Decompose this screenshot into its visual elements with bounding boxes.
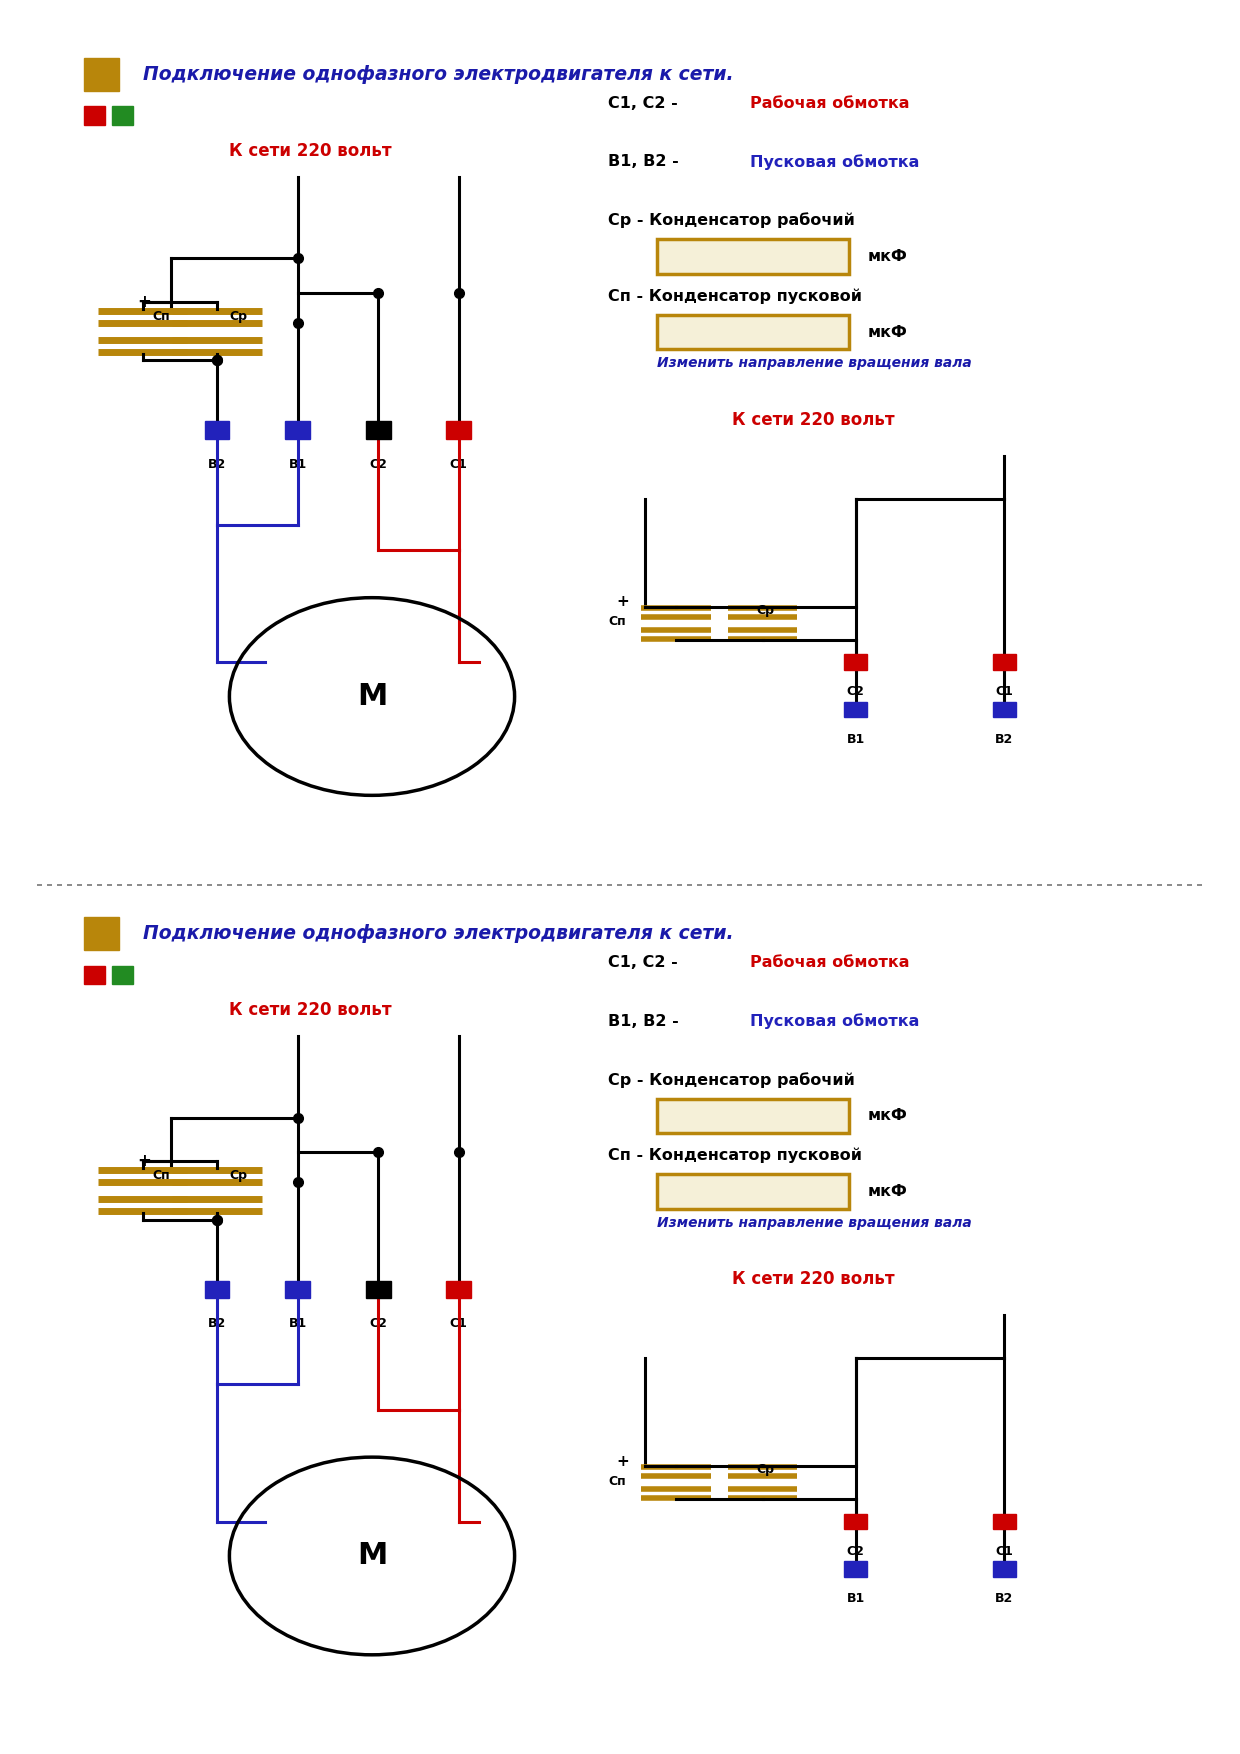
Text: Ср: Ср [229,310,248,323]
Bar [366,1280,391,1298]
Text: В2: В2 [996,733,1013,745]
Text: мкФ: мкФ [868,324,908,340]
Bar [993,654,1016,670]
Text: Сп - Конденсатор пусковой: Сп - Конденсатор пусковой [608,1147,862,1163]
Text: С2: С2 [370,458,387,470]
Text: Ср: Ср [229,1170,248,1182]
Text: В1: В1 [289,1317,306,1330]
Text: Ср: Ср [756,603,775,617]
Text: Сп: Сп [153,310,170,323]
Text: Пусковая обмотка: Пусковая обмотка [750,1014,920,1030]
Bar [993,702,1016,717]
Text: Ср - Конденсатор рабочий: Ср - Конденсатор рабочий [608,212,854,228]
Text: М: М [357,682,387,710]
Bar [446,1280,471,1298]
Text: К сети 220 вольт: К сети 220 вольт [228,1002,392,1019]
Text: Подключение однофазного электродвигателя к сети.: Подключение однофазного электродвигателя… [143,924,733,944]
Bar [205,421,229,438]
Text: В2: В2 [208,1317,226,1330]
Text: Подключение однофазного электродвигателя к сети.: Подключение однофазного электродвигателя… [143,65,733,84]
Bar [366,421,391,438]
Text: В1, В2 -: В1, В2 - [608,154,684,170]
Bar [844,654,867,670]
Text: К сети 220 вольт: К сети 220 вольт [732,410,894,428]
Text: Сп - Конденсатор пусковой: Сп - Конденсатор пусковой [608,288,862,303]
Text: В1, В2 -: В1, В2 - [608,1014,684,1030]
Bar [844,1514,867,1529]
Bar [657,239,849,274]
Text: Сп: Сп [609,616,626,628]
Text: Изменить направление вращения вала: Изменить направление вращения вала [657,356,972,370]
Bar [993,1561,1016,1577]
Text: В1: В1 [847,733,864,745]
Text: +: + [616,1454,629,1468]
Bar [205,1280,229,1298]
Text: С2: С2 [370,1317,387,1330]
Text: +: + [136,293,151,310]
Text: С1, С2 -: С1, С2 - [608,956,683,970]
Text: В1: В1 [289,458,306,470]
Text: Ср: Ср [756,1463,775,1477]
Text: С2: С2 [847,686,864,698]
Text: С1: С1 [450,458,467,470]
Bar [285,1280,310,1298]
Text: +: + [136,1152,151,1170]
Bar [84,58,119,91]
Text: С1: С1 [996,1545,1013,1558]
Text: С2: С2 [847,1545,864,1558]
Text: В1: В1 [847,1593,864,1605]
Text: Рабочая обмотка: Рабочая обмотка [750,96,910,111]
Text: +: + [616,595,629,609]
Bar [844,1561,867,1577]
Bar [84,965,105,984]
Bar [844,702,867,717]
Bar [84,105,105,125]
Text: С1: С1 [996,686,1013,698]
Text: К сети 220 вольт: К сети 220 вольт [228,142,392,160]
Bar [84,917,119,951]
Bar [657,1175,849,1209]
Text: Сп: Сп [609,1475,626,1487]
Text: В2: В2 [208,458,226,470]
Text: Сп: Сп [153,1170,170,1182]
Bar [657,1098,849,1133]
Bar [285,421,310,438]
Text: М: М [357,1542,387,1570]
Text: В2: В2 [996,1593,1013,1605]
Text: Изменить направление вращения вала: Изменить направление вращения вала [657,1216,972,1230]
Text: Рабочая обмотка: Рабочая обмотка [750,956,910,970]
Bar [112,965,133,984]
Text: мкФ: мкФ [868,1184,908,1200]
Text: К сети 220 вольт: К сети 220 вольт [732,1270,894,1287]
Text: Ср - Конденсатор рабочий: Ср - Конденсатор рабочий [608,1072,854,1087]
Text: С1: С1 [450,1317,467,1330]
Text: Пусковая обмотка: Пусковая обмотка [750,154,920,170]
Text: С1, С2 -: С1, С2 - [608,96,683,111]
Bar [993,1514,1016,1529]
Bar [112,105,133,125]
Bar [446,421,471,438]
Text: мкФ: мкФ [868,249,908,263]
Text: мкФ: мкФ [868,1109,908,1123]
Bar [657,316,849,349]
